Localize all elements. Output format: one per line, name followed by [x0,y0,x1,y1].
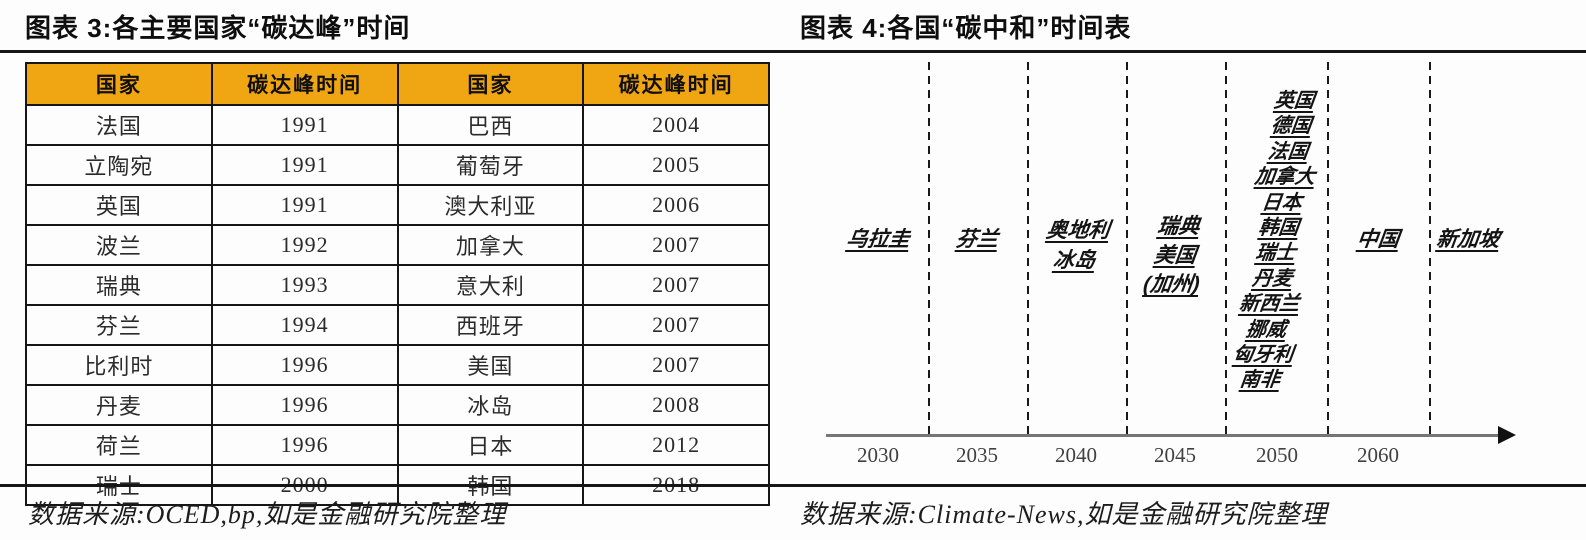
cell-country: 波兰 [25,224,213,266]
cell-year: 1996 [210,384,399,426]
cell-year: 2004 [582,104,770,146]
country-label: 加拿大 [1253,166,1317,189]
country-label: 挪威 [1244,318,1288,341]
cell-year: 2012 [582,424,770,466]
table-row: 法国 1991 巴西 2004 [25,104,770,146]
cell-year: 1996 [210,344,399,386]
dashed-divider [1027,62,1029,435]
cell-year: 2007 [582,224,770,266]
timeline-axis [826,434,1502,437]
table-row: 瑞典 1993 意大利 2007 [25,264,770,306]
year-tick-2040: 2040 [1055,443,1097,467]
cell-year: 1991 [210,184,399,226]
table-row: 荷兰 1996 日本 2012 [25,424,770,466]
year-tick-2035: 2035 [956,443,998,467]
country-label: 新西兰 [1237,293,1301,316]
cell-year: 1996 [210,424,399,466]
cell-year: 2007 [582,304,770,346]
year-tick-2045: 2045 [1154,443,1196,467]
cell-country: 瑞典 [25,264,213,306]
cell-country: 冰岛 [396,384,585,426]
cell-country: 比利时 [25,344,213,386]
carbon-peak-table: 国家 碳达峰时间 国家 碳达峰时间 法国 1991 巴西 2004 立陶宛 19… [25,62,770,506]
table-row: 波兰 1992 加拿大 2007 [25,224,770,266]
country-label: 日本 [1260,191,1304,214]
country-label: 匈牙利 [1231,344,1295,367]
cell-year: 1993 [210,264,399,306]
cell-country: 美国 [396,344,585,386]
cell-country: 英国 [25,184,213,226]
top-rule [0,50,1586,53]
cell-country: 意大利 [396,264,585,306]
country-label: 英国 [1272,90,1316,112]
figure4-title: 图表 4:各国“碳中和”时间表 [800,13,1132,43]
dashed-divider [928,62,930,435]
cell-country: 澳大利亚 [396,184,585,226]
header-peak-time-2: 碳达峰时间 [582,62,770,106]
cell-country: 日本 [396,424,585,466]
table-row: 比利时 1996 美国 2007 [25,344,770,386]
cell-year: 1992 [210,224,399,266]
cell-country: 西班牙 [396,304,585,346]
carbon-neutral-timeline: 2030 2035 2040 2045 2050 2060 乌拉圭 芬兰 奥地利… [790,58,1586,478]
year-tick-2060: 2060 [1357,443,1399,467]
header-country-1: 国家 [25,62,213,106]
country-label: 法国 [1266,140,1310,163]
cell-year: 2007 [582,264,770,306]
cell-country: 巴西 [396,104,585,146]
cell-year: 1994 [210,304,399,346]
cell-year: 2006 [582,184,770,226]
cell-country: 加拿大 [396,224,585,266]
cell-country: 法国 [25,104,213,146]
cell-country: 丹麦 [25,384,213,426]
cell-country: 芬兰 [25,304,213,346]
dashed-divider [1126,62,1128,435]
country-label: 德国 [1269,115,1313,138]
dashed-divider [1429,62,1431,435]
country-label: 新加坡 [1435,228,1501,251]
dashed-divider [1225,62,1227,435]
figure3-source: 数据来源:OCED,bp,如是金融研究院整理 [28,500,507,529]
header-country-2: 国家 [396,62,585,106]
cell-country: 立陶宛 [25,144,213,186]
cell-year: 1991 [210,104,399,146]
cell-year: 2007 [582,344,770,386]
table-row: 立陶宛 1991 葡萄牙 2005 [25,144,770,186]
cell-year: 2008 [582,384,770,426]
header-peak-time-1: 碳达峰时间 [210,62,399,106]
timeline-column-beyond-2060: 新加坡 [1401,225,1535,255]
year-tick-2050: 2050 [1256,443,1298,467]
axis-arrowhead-icon [1498,426,1516,444]
table-row: 芬兰 1994 西班牙 2007 [25,304,770,346]
country-label: 丹麦 [1251,267,1294,290]
cell-country: 荷兰 [25,424,213,466]
bottom-rule [0,484,1586,487]
country-label: 南非 [1238,369,1282,392]
table-row: 英国 1991 澳大利亚 2006 [25,184,770,226]
table-row: 丹麦 1996 冰岛 2008 [25,384,770,426]
year-tick-2030: 2030 [857,443,899,467]
cell-year: 1991 [210,144,399,186]
dashed-divider [1327,62,1329,435]
figure4-source: 数据来源:Climate-News,如是金融研究院整理 [800,500,1328,529]
table-header-row: 国家 碳达峰时间 国家 碳达峰时间 [25,62,770,106]
cell-year: 2005 [582,144,770,186]
cell-country: 葡萄牙 [396,144,585,186]
figure3-title: 图表 3:各主要国家“碳达峰”时间 [25,13,411,43]
